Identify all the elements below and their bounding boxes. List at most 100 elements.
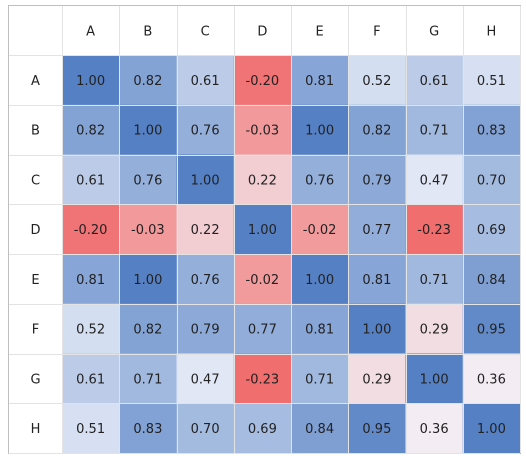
cell-value-label: 1.00: [305, 124, 334, 139]
cell-value-label: 0.76: [191, 124, 220, 139]
cell-value-label: 0.61: [76, 372, 105, 387]
cell-value-label: 0.61: [191, 74, 220, 89]
heatmap-cell-C-A: [62, 154, 120, 205]
heatmap-cell-F-G: [405, 303, 464, 354]
labels-layer: A B C D E F G H A B C D E F G H: [30, 25, 496, 438]
heatmap-cell-E-E: [291, 254, 349, 305]
heatmap-cell-B-G: [405, 104, 464, 155]
cell-value-label: -0.02: [303, 223, 337, 238]
row-label-F: F: [32, 323, 39, 338]
column-label-D: D: [257, 25, 267, 40]
heatmap-cell-E-G: [405, 254, 464, 305]
cell-value-label: 0.51: [477, 74, 506, 89]
heatmap-cell-E-F: [348, 254, 406, 305]
heatmap-cell-G-E: [291, 353, 349, 404]
heatmap-cell-B-D: [233, 104, 292, 155]
cell-value-label: 1.00: [133, 273, 162, 288]
cell-value-label: 0.69: [477, 223, 506, 238]
cell-value-label: 0.76: [305, 173, 334, 188]
row-label-C: C: [31, 173, 40, 188]
cell-value-label: 0.83: [133, 422, 162, 437]
cell-value-label: 1.00: [305, 273, 334, 288]
cell-value-label: 0.84: [305, 422, 334, 437]
cell-value-label: 0.71: [420, 124, 449, 139]
row-label-G: G: [30, 372, 40, 387]
cell-value-label: 0.76: [133, 173, 162, 188]
cell-value-label: -0.02: [246, 273, 280, 288]
heatmap-cell-C-C: [176, 154, 235, 205]
cell-value-label: 1.00: [477, 422, 506, 437]
cell-value-label: 0.79: [362, 173, 391, 188]
cell-value-label: 0.71: [133, 372, 162, 387]
row-label-A: A: [31, 74, 40, 89]
cell-value-label: 0.82: [76, 124, 105, 139]
heatmap-cell-G-A: [62, 353, 120, 404]
column-label-B: B: [143, 25, 152, 40]
heatmap-cell-H-D: [233, 403, 292, 454]
heatmap-cell-H-F: [348, 403, 406, 454]
heatmap-cell-G-G: [405, 353, 464, 404]
cell-value-label: 0.29: [420, 323, 449, 338]
cell-value-label: 0.70: [477, 173, 506, 188]
cell-value-label: 0.83: [477, 124, 506, 139]
cell-value-label: 0.77: [248, 323, 277, 338]
column-label-C: C: [201, 25, 210, 40]
heatmap-cell-A-B: [119, 55, 177, 106]
heatmap-cell-A-H: [462, 55, 521, 106]
cell-value-label: 0.84: [477, 273, 506, 288]
heatmap-cell-F-D: [233, 303, 292, 354]
heatmap-cell-D-G: [405, 204, 464, 255]
heatmap-cell-F-B: [119, 303, 177, 354]
heatmap-cell-G-B: [119, 353, 177, 404]
cell-value-label: 0.81: [76, 273, 105, 288]
column-label-E: E: [316, 25, 324, 40]
heatmap-cell-F-F: [348, 303, 406, 354]
heatmap-cell-D-C: [176, 204, 235, 255]
cell-value-label: -0.23: [246, 372, 280, 387]
heatmap-cell-C-H: [462, 154, 521, 205]
column-label-G: G: [429, 25, 439, 40]
heatmap-cell-C-E: [291, 154, 349, 205]
heatmap-cell-A-G: [405, 55, 464, 106]
cell-value-label: 0.22: [248, 173, 277, 188]
cell-value-label: 1.00: [420, 372, 449, 387]
heatmap-cell-A-F: [348, 55, 406, 106]
heatmap-cell-B-E: [291, 104, 349, 155]
cell-value-label: 0.95: [362, 422, 391, 437]
heatmap-cell-G-D: [233, 353, 292, 404]
heatmap-cell-E-B: [119, 254, 177, 305]
heatmap-cell-C-F: [348, 154, 406, 205]
cell-value-label: 0.70: [191, 422, 220, 437]
cell-value-label: 0.79: [191, 323, 220, 338]
row-label-E: E: [31, 273, 39, 288]
row-label-D: D: [30, 223, 40, 238]
heatmap-cell-D-B: [119, 204, 177, 255]
cell-value-label: 0.71: [305, 372, 334, 387]
cell-value-label: 0.61: [420, 74, 449, 89]
column-label-H: H: [486, 25, 496, 40]
cell-value-label: 0.82: [362, 124, 391, 139]
heatmap-cell-A-A: [62, 55, 120, 106]
cell-value-label: -0.03: [246, 124, 280, 139]
cell-value-label: 0.81: [305, 323, 334, 338]
heatmap-cell-F-A: [62, 303, 120, 354]
column-label-A: A: [86, 25, 95, 40]
heatmap-cell-B-H: [462, 104, 521, 155]
row-label-H: H: [31, 422, 41, 437]
cell-value-label: 0.36: [420, 422, 449, 437]
heatmap-cell-H-E: [291, 403, 349, 454]
cell-value-label: 0.77: [362, 223, 391, 238]
cell-value-label: 1.00: [76, 74, 105, 89]
heatmap-cell-E-H: [462, 254, 521, 305]
heatmap-cell-B-B: [119, 104, 177, 155]
heatmap-cell-E-A: [62, 254, 120, 305]
cell-value-label: 1.00: [133, 124, 162, 139]
cell-value-label: 0.51: [76, 422, 105, 437]
cell-value-label: 0.81: [305, 74, 334, 89]
heatmap-cell-A-D: [233, 55, 292, 106]
heatmap-cell-G-H: [462, 353, 521, 404]
heatmap-cell-C-G: [405, 154, 464, 205]
heatmap-cell-C-D: [233, 154, 292, 205]
cell-value-label: -0.03: [131, 223, 165, 238]
